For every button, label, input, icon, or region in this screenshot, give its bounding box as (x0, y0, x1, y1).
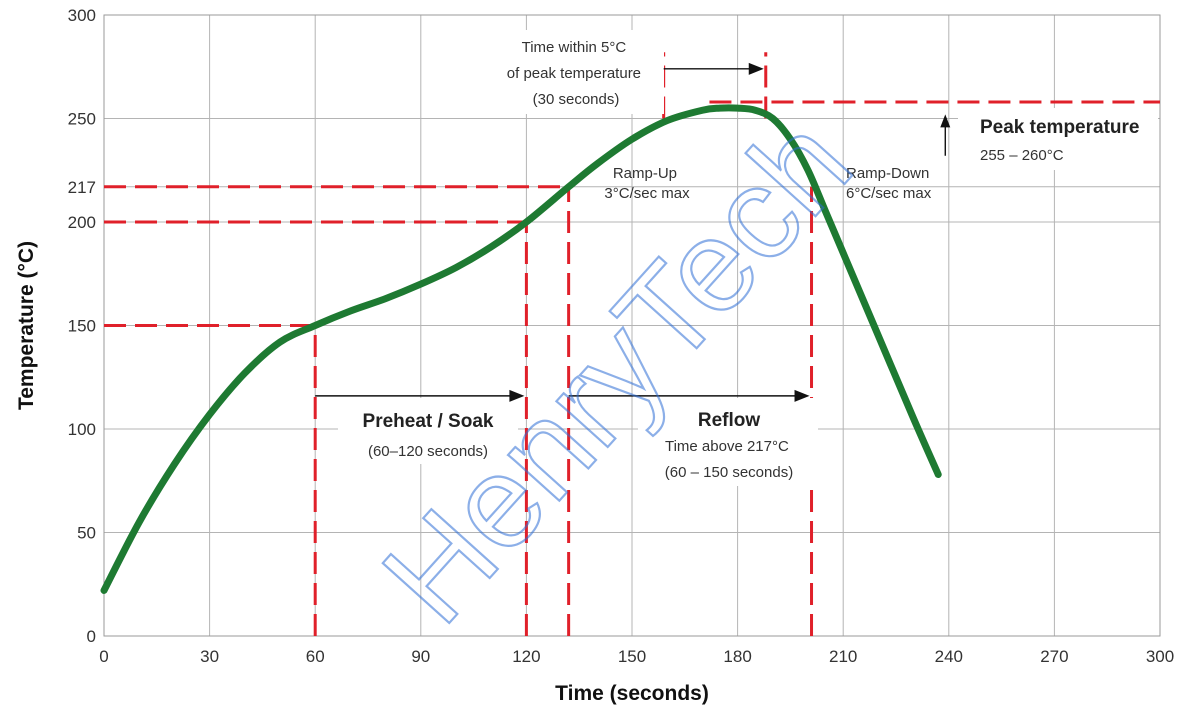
x-tick-label-210: 210 (829, 647, 857, 666)
peak-window-line-1: Time within 5°C (522, 39, 627, 56)
x-tick-label-90: 90 (411, 647, 430, 666)
preheat-arrow-head (509, 389, 525, 402)
peak-window-arrow-head (748, 62, 764, 75)
x-tick-label-0: 0 (99, 647, 108, 666)
peak-temperature-label: Peak temperature (980, 117, 1139, 138)
ramp-down-annotation: Ramp-Down 6°C/sec max (846, 165, 934, 202)
y-tick-label-250: 250 (68, 110, 96, 129)
tick-labels: 0 30 60 90 120 150 180 210 240 270 300 0 50 100 150 200… (68, 6, 1175, 666)
x-tick-label-120: 120 (512, 647, 540, 666)
ramp-down-line-2: 6°C/sec max (846, 185, 932, 202)
peak-temperature-range: 255 – 260°C (980, 147, 1064, 164)
reflow-arrow-head (794, 389, 810, 402)
x-tick-label-180: 180 (723, 647, 751, 666)
ramp-down-line-1: Ramp-Down (846, 165, 929, 182)
ramp-up-line-2: 3°C/sec max (604, 185, 690, 202)
peak-label-bg (958, 108, 1158, 170)
y-axis-title: Temperature (°C) (15, 241, 38, 410)
reflow-line-2: (60 – 150 seconds) (665, 464, 793, 481)
peak-window-annotation: Time within 5°C of peak temperature (30 … (507, 39, 645, 108)
peak-window-line-2: of peak temperature (507, 65, 641, 82)
x-tick-label-300: 300 (1146, 647, 1174, 666)
x-tick-label-150: 150 (618, 647, 646, 666)
x-tick-label-30: 30 (200, 647, 219, 666)
x-tick-label-60: 60 (306, 647, 325, 666)
reflow-label: Reflow (698, 410, 761, 431)
reflow-line-1: Time above 217°C (665, 438, 789, 455)
annotation-arrows (315, 62, 951, 402)
reference-lines (104, 52, 1160, 636)
y-tick-label-100: 100 (68, 420, 96, 439)
peak-window-line-3: (30 seconds) (533, 91, 620, 108)
y-tick-label-217: 217 (68, 178, 96, 197)
y-tick-label-150: 150 (68, 317, 96, 336)
label-backgrounds (338, 30, 1158, 486)
ramp-up-annotation: Ramp-Up 3°C/sec max (604, 165, 690, 202)
preheat-soak-label: Preheat / Soak (363, 411, 494, 432)
y-tick-label-200: 200 (68, 213, 96, 232)
y-tick-label-300: 300 (68, 6, 96, 25)
x-tick-label-270: 270 (1040, 647, 1068, 666)
preheat-label-bg (338, 398, 518, 464)
y-tick-label-0: 0 (87, 627, 96, 646)
preheat-soak-duration: (60–120 seconds) (368, 443, 488, 460)
x-axis-title: Time (seconds) (555, 682, 709, 705)
x-tick-label-240: 240 (935, 647, 963, 666)
temperature-curve (100, 104, 942, 594)
peak-window-label-bg (486, 30, 664, 114)
ramp-up-line-1: Ramp-Up (613, 165, 677, 182)
peak-arrow-head (940, 114, 951, 128)
reflow-duration: Time above 217°C (60 – 150 seconds) (665, 438, 793, 481)
reflow-label-bg (638, 398, 818, 486)
y-tick-label-50: 50 (77, 524, 96, 543)
